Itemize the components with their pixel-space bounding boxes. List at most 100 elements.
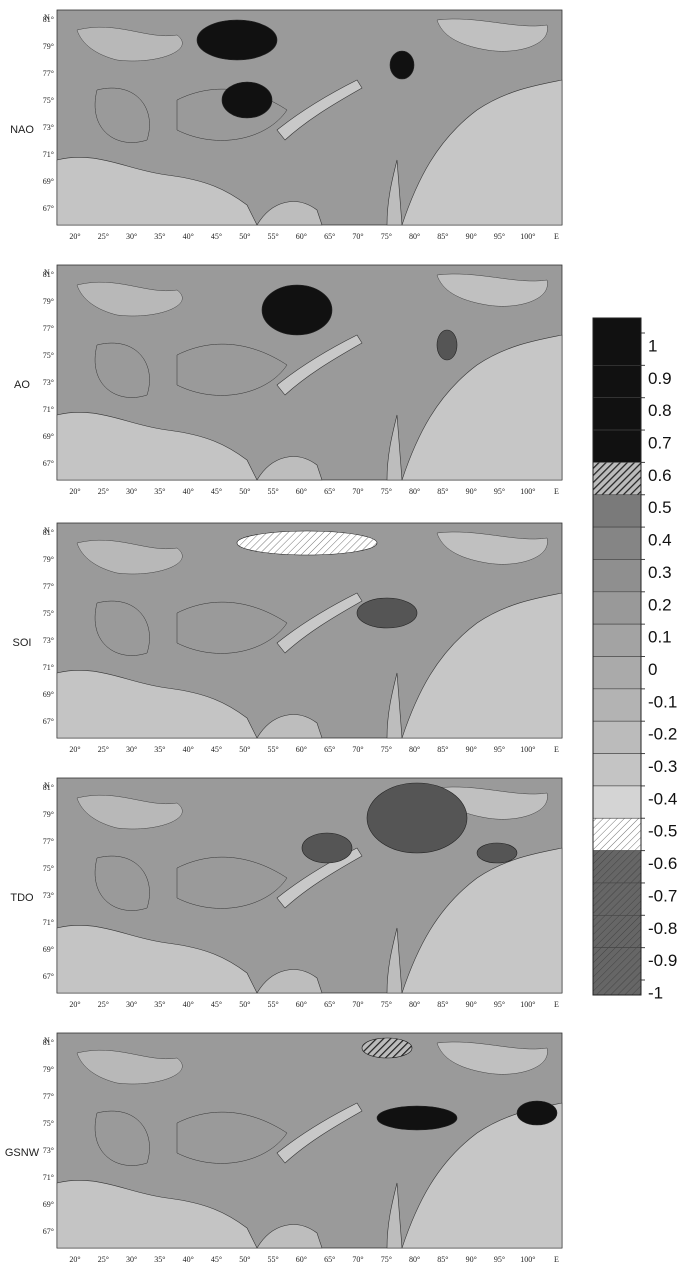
- colorbar-label: -0.5: [648, 822, 677, 841]
- colorbar-label: -0.3: [648, 757, 677, 776]
- latitude-label: 67°: [43, 204, 54, 213]
- latitude-label: 71°: [43, 150, 54, 159]
- east-label: E: [554, 1255, 559, 1264]
- colorbar-label: -0.6: [648, 854, 677, 873]
- longitude-label: 45°: [211, 745, 222, 754]
- colorbar-label: 0.9: [648, 369, 672, 388]
- longitude-label: 45°: [211, 232, 222, 241]
- correlation-patch: [377, 1106, 457, 1130]
- longitude-label: 25°: [98, 1255, 109, 1264]
- correlation-patch: [517, 1101, 557, 1125]
- longitude-label: 80°: [409, 1000, 420, 1009]
- longitude-label: 85°: [437, 1000, 448, 1009]
- longitude-label: 40°: [183, 745, 194, 754]
- colorbar-label: 1: [648, 336, 657, 355]
- correlation-patch: [477, 843, 517, 863]
- longitude-label: 65°: [324, 745, 335, 754]
- latitude-label: 75°: [43, 96, 54, 105]
- east-label: E: [554, 1000, 559, 1009]
- longitude-label: 45°: [211, 1000, 222, 1009]
- latitude-label: 79°: [43, 1065, 54, 1074]
- colorbar-label: -0.1: [648, 692, 677, 711]
- longitude-label: 85°: [437, 232, 448, 241]
- colorbar-band: [593, 495, 641, 527]
- colorbar-label: -0.7: [648, 886, 677, 905]
- longitude-label: 70°: [352, 487, 363, 496]
- longitude-label: 40°: [183, 1255, 194, 1264]
- longitude-label: 75°: [381, 487, 392, 496]
- colorbar-label: -0.4: [648, 789, 677, 808]
- longitude-label: 35°: [154, 745, 165, 754]
- longitude-label: 40°: [183, 1000, 194, 1009]
- latitude-label: 81°: [43, 15, 54, 24]
- longitude-label: 80°: [409, 487, 420, 496]
- colorbar-band: [593, 754, 641, 786]
- longitude-label: 65°: [324, 1255, 335, 1264]
- colorbar-label: 0.2: [648, 595, 672, 614]
- latitude-label: 73°: [43, 123, 54, 132]
- correlation-patch: [357, 598, 417, 628]
- longitude-label: 80°: [409, 232, 420, 241]
- longitude-label: 100°: [520, 232, 535, 241]
- east-label: E: [554, 487, 559, 496]
- colorbar-band: [593, 559, 641, 591]
- longitude-label: 95°: [494, 745, 505, 754]
- latitude-label: 81°: [43, 1038, 54, 1047]
- longitude-label: 20°: [69, 745, 80, 754]
- longitude-label: 55°: [267, 232, 278, 241]
- longitude-label: 50°: [239, 1255, 250, 1264]
- longitude-label: 50°: [239, 232, 250, 241]
- longitude-label: 95°: [494, 1255, 505, 1264]
- colorbar-band: [593, 318, 641, 365]
- longitude-label: 65°: [324, 1000, 335, 1009]
- correlation-patch: [197, 20, 277, 60]
- correlation-patch: [367, 783, 467, 853]
- longitude-label: 85°: [437, 1255, 448, 1264]
- correlation-patch: [237, 531, 377, 555]
- latitude-label: 77°: [43, 1092, 54, 1101]
- colorbar-label: 0.4: [648, 531, 672, 550]
- latitude-label: 69°: [43, 432, 54, 441]
- longitude-label: 50°: [239, 487, 250, 496]
- longitude-label: 70°: [352, 232, 363, 241]
- longitude-label: 60°: [296, 1000, 307, 1009]
- latitude-label: 73°: [43, 1146, 54, 1155]
- longitude-label: 45°: [211, 487, 222, 496]
- longitude-label: 75°: [381, 1255, 392, 1264]
- longitude-label: 30°: [126, 1000, 137, 1009]
- longitude-label: 70°: [352, 745, 363, 754]
- longitude-label: 85°: [437, 745, 448, 754]
- longitude-label: 100°: [520, 1000, 535, 1009]
- colorbar-label: -0.8: [648, 919, 677, 938]
- colorbar-label: 0: [648, 660, 657, 679]
- longitude-label: 100°: [520, 1255, 535, 1264]
- colorbar-band: [593, 948, 641, 995]
- colorbar-band: [593, 462, 641, 494]
- latitude-label: 69°: [43, 1200, 54, 1209]
- colorbar-band: [593, 851, 641, 883]
- latitude-label: 81°: [43, 270, 54, 279]
- longitude-label: 50°: [239, 745, 250, 754]
- colorbar-label: -0.9: [648, 951, 677, 970]
- latitude-label: 79°: [43, 42, 54, 51]
- colorbar-band: [593, 365, 641, 397]
- longitude-label: 30°: [126, 745, 137, 754]
- longitude-label: 35°: [154, 487, 165, 496]
- colorbar-label: 0.7: [648, 434, 672, 453]
- longitude-label: 70°: [352, 1255, 363, 1264]
- panel-label: GSNW: [5, 1147, 40, 1159]
- longitude-label: 100°: [520, 745, 535, 754]
- longitude-label: 45°: [211, 1255, 222, 1264]
- latitude-label: 77°: [43, 324, 54, 333]
- colorbar-band: [593, 592, 641, 624]
- panel-label: AO: [14, 379, 30, 391]
- longitude-label: 100°: [520, 487, 535, 496]
- longitude-label: 20°: [69, 1000, 80, 1009]
- longitude-label: 65°: [324, 232, 335, 241]
- latitude-label: 81°: [43, 528, 54, 537]
- longitude-label: 85°: [437, 487, 448, 496]
- latitude-label: 79°: [43, 297, 54, 306]
- longitude-label: 55°: [267, 487, 278, 496]
- longitude-label: 50°: [239, 1000, 250, 1009]
- longitude-label: 70°: [352, 1000, 363, 1009]
